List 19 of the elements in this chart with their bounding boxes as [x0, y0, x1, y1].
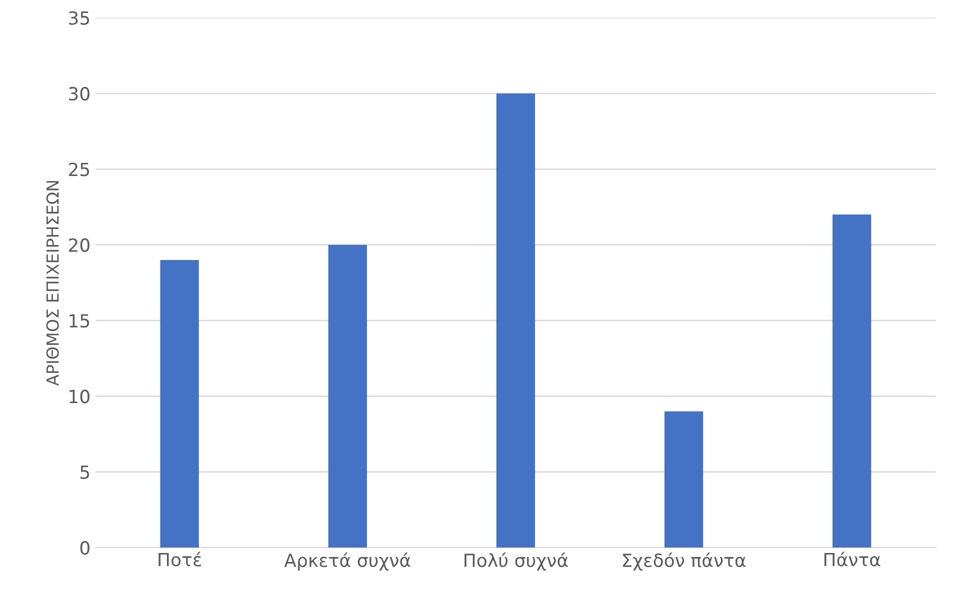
- x-tick-label: Αρκετά συχνά: [284, 552, 410, 571]
- x-tick-label: Πάντα: [824, 552, 880, 566]
- y-tick-label: 25: [68, 162, 90, 176]
- y-axis-title: ΑΡΙΘΜΟΣ ΕΠΙΧΕΙΡΗΣΕΩΝ: [46, 181, 59, 386]
- bar: [328, 244, 367, 548]
- y-tick-label: 15: [70, 314, 90, 328]
- y-tick-label: 20: [68, 238, 90, 252]
- y-tick-label: 5: [80, 466, 90, 480]
- x-tick-label: Πολύ συχνά: [464, 552, 568, 571]
- bar: [664, 411, 704, 548]
- bar: [496, 93, 536, 548]
- x-tick-label: Ποτέ: [158, 552, 201, 566]
- y-tick-label: 30: [69, 86, 90, 101]
- y-tick-label: 0: [80, 541, 90, 555]
- bar: [160, 260, 199, 548]
- bar: [832, 214, 872, 548]
- y-tick-label: 10: [70, 390, 90, 404]
- y-tick-label: 35: [69, 11, 90, 25]
- x-tick-label: Σχεδόν πάντα: [622, 552, 746, 571]
